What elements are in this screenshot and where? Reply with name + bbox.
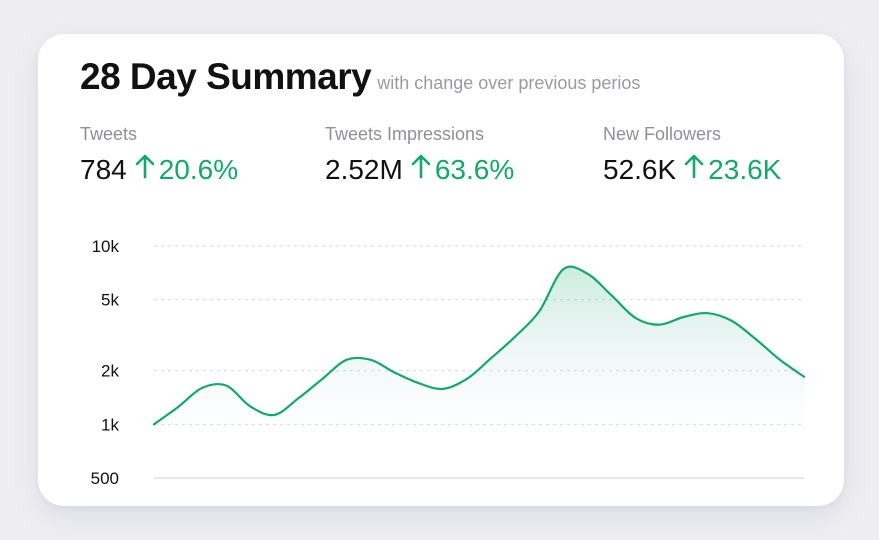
y-tick-label: 10k [92, 237, 120, 256]
stat-label-impressions: Tweets Impressions [325, 124, 485, 144]
summary-card: 28 Day Summary with change over previous … [38, 34, 844, 506]
stat-label-followers: New Followers [603, 124, 722, 144]
stat-delta-followers: 23.6K [708, 153, 782, 185]
stat-value-followers: 52.6K [603, 153, 677, 185]
title-row: 28 Day Summary with change over previous … [80, 56, 640, 98]
y-tick-label: 5k [101, 291, 119, 310]
arrow-up-icon [411, 153, 431, 186]
page-title: 28 Day Summary [80, 56, 372, 97]
page-subtitle: with change over previous perios [377, 73, 641, 93]
stat-delta-impressions: 63.6% [434, 153, 515, 185]
stat-value-impressions: 2.52M [325, 153, 403, 185]
y-tick-label: 500 [91, 469, 119, 488]
series-area-fill [154, 266, 804, 425]
stat-tweets: Tweets 784 20.6% [80, 124, 238, 186]
stat-value-tweets: 784 [80, 153, 127, 185]
series-line-tweets [152, 265, 806, 426]
y-tick-label: 2k [101, 362, 119, 381]
stat-delta-tweets: 20.6% [158, 153, 239, 185]
y-tick-label: 1k [101, 415, 119, 434]
stat-impressions: Tweets Impressions 2.52M 63.6% [325, 124, 514, 186]
stat-label-tweets: Tweets [80, 124, 138, 144]
stat-followers: New Followers 52.6K 23.6K [603, 124, 781, 186]
arrow-up-icon [135, 153, 155, 186]
arrow-up-icon [684, 153, 704, 186]
